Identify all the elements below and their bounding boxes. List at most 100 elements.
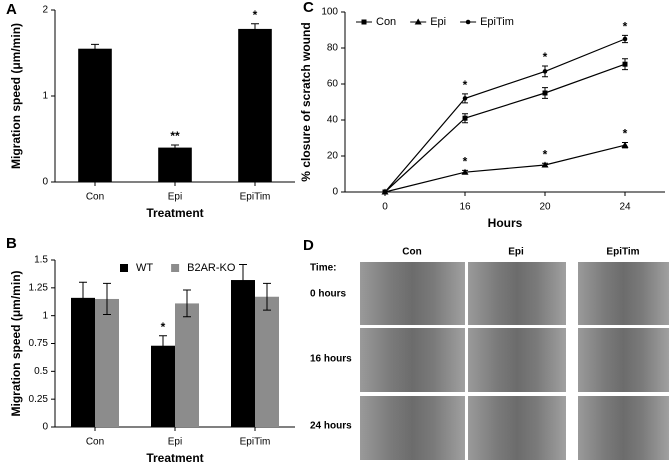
panel-letter: D	[303, 237, 314, 254]
marker	[361, 19, 367, 25]
significance: *	[623, 20, 628, 34]
significance: *	[463, 78, 468, 92]
micrograph	[578, 396, 669, 460]
marker	[621, 141, 629, 148]
marker	[414, 18, 422, 25]
error-bar	[79, 281, 87, 314]
error-bar	[183, 289, 191, 318]
y-tick-label: 0.75	[29, 338, 49, 349]
row-label: 0 hours	[310, 289, 347, 300]
row-label: 24 hours	[310, 421, 352, 432]
micrograph	[360, 396, 465, 460]
micrograph	[360, 262, 465, 325]
bar	[71, 297, 95, 427]
micrograph	[578, 262, 669, 325]
y-axis-label: Migration speed (μm/min)	[9, 270, 23, 416]
y-axis-label: Migration speed (μm/min)	[9, 23, 23, 169]
x-tick-label: Con	[86, 437, 104, 448]
line	[384, 144, 626, 193]
y-tick-label: 0	[42, 422, 48, 433]
error-bar	[103, 282, 111, 316]
micrograph	[468, 328, 566, 392]
bar	[78, 48, 112, 183]
x-tick-label: Con	[86, 192, 104, 203]
micrographs	[360, 262, 669, 460]
significance: *	[463, 155, 468, 169]
marker	[622, 61, 628, 67]
y-tick-label: 60	[327, 79, 339, 90]
bar	[255, 296, 279, 427]
error-bar	[239, 263, 247, 297]
significance: *	[543, 147, 548, 161]
marker	[542, 90, 548, 96]
y-axis-label: % closure of scratch wound	[299, 22, 313, 181]
legend-label: B2AR-KO	[187, 262, 236, 274]
bar	[175, 303, 199, 427]
x-axis-label: Treatment	[146, 451, 203, 462]
error-bar	[171, 144, 179, 151]
y-tick-label: 0	[42, 177, 48, 188]
legend-swatch	[171, 264, 180, 272]
significance: *	[543, 50, 548, 64]
row-label: 16 hours	[310, 354, 352, 365]
y-tick-label: 1	[42, 310, 48, 321]
y-tick-label: 100	[321, 7, 338, 18]
legend-label: Epi	[430, 16, 446, 28]
panel-letter: A	[6, 1, 17, 18]
column-label: Epi	[508, 247, 524, 258]
marker	[462, 115, 468, 121]
significance: *	[253, 8, 258, 22]
y-tick-label: 0.25	[29, 394, 49, 405]
error-bar	[91, 43, 99, 54]
legend-swatch	[120, 264, 128, 272]
x-axis-label: Hours	[488, 216, 523, 230]
image-panel: D Time: Con Epi EpiTim 0 hours 16 hours …	[303, 237, 669, 460]
significance: **	[170, 129, 180, 143]
line	[384, 38, 626, 193]
marker	[622, 36, 628, 42]
marker	[382, 189, 388, 195]
bar	[158, 147, 192, 182]
legend-label: EpiTim	[480, 16, 514, 28]
y-tick-label: 1	[42, 91, 48, 102]
x-tick-label: EpiTim	[240, 437, 271, 448]
micrograph	[468, 262, 566, 325]
significance: *	[161, 320, 166, 334]
line	[384, 63, 626, 193]
x-tick-label: 24	[619, 202, 631, 213]
error-bar	[263, 282, 271, 311]
legend-label: Con	[376, 16, 396, 28]
x-tick-label: 16	[459, 202, 471, 213]
micrograph	[360, 328, 465, 392]
marker	[462, 96, 468, 101]
bar	[95, 298, 119, 427]
x-tick-label: 0	[382, 202, 388, 213]
bar	[231, 280, 255, 427]
y-tick-label: 20	[327, 151, 339, 162]
column-label: Con	[402, 247, 421, 258]
significance: *	[623, 127, 628, 141]
column-label: EpiTim	[606, 247, 639, 258]
marker	[541, 161, 549, 168]
bar	[151, 345, 175, 427]
error-bar	[251, 23, 259, 35]
y-tick-label: 2	[42, 5, 48, 16]
marker	[461, 168, 469, 175]
panel-letter: C	[303, 0, 314, 16]
error-bar	[159, 335, 167, 357]
time-label: Time:	[310, 263, 337, 274]
x-tick-label: Epi	[168, 437, 182, 448]
y-tick-label: 40	[327, 115, 339, 126]
bar	[238, 28, 272, 183]
micrograph	[468, 396, 566, 460]
x-tick-label: Epi	[168, 192, 182, 203]
marker	[542, 69, 548, 74]
legend-label: WT	[136, 262, 153, 274]
x-tick-label: EpiTim	[240, 192, 271, 203]
y-tick-label: 0.5	[34, 366, 48, 377]
y-tick-label: 1.25	[29, 282, 49, 293]
y-tick-label: 0	[332, 187, 338, 198]
micrograph	[578, 328, 669, 392]
x-axis-label: Treatment	[146, 206, 203, 220]
